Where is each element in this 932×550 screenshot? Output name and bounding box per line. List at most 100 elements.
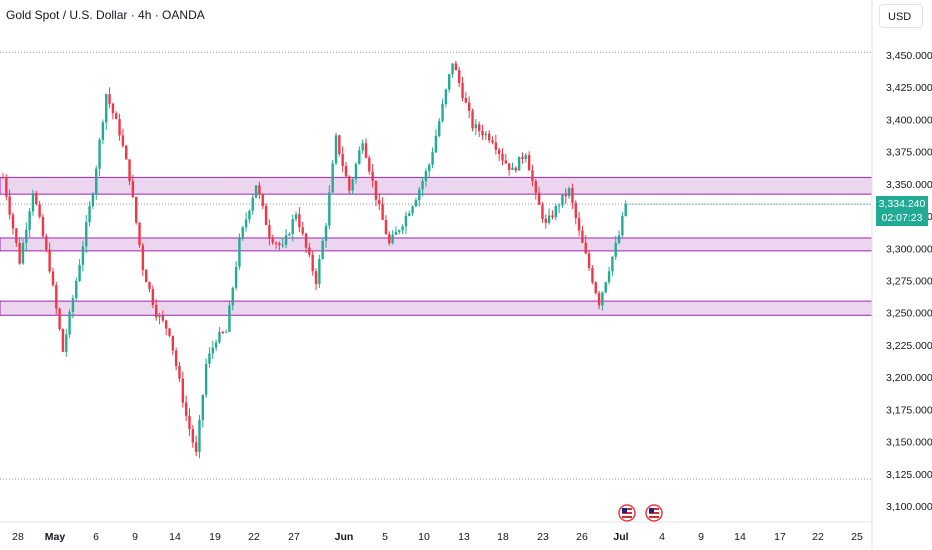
candle-body: [181, 378, 185, 403]
time-tick-label: 22: [812, 531, 824, 543]
candle-body: [448, 74, 451, 90]
candle-body: [354, 163, 358, 180]
candle-body: [188, 415, 191, 430]
candle-body: [211, 347, 214, 354]
candle-body: [401, 226, 404, 231]
candle-body: [244, 219, 248, 228]
time-tick-label: 9: [132, 531, 138, 543]
time-axis: 28 May 6 9 14 19 22 27 Jun 5 10 13 18 23 26 Jul 4 9 14 17 22…: [12, 531, 863, 543]
us-flag-event-icon[interactable]: [618, 504, 636, 522]
candle-body: [161, 315, 165, 321]
candle-body: [621, 216, 624, 236]
candle-body: [468, 102, 471, 111]
candle-body: [118, 119, 121, 136]
price-tick-label: 3,150.000: [886, 437, 932, 449]
time-tick-label: Jun: [335, 531, 354, 543]
candle-body: [431, 152, 434, 165]
us-flag-event-icon[interactable]: [645, 504, 663, 522]
price-tick-label: 3,100.000: [886, 501, 932, 513]
candle-body: [221, 331, 224, 333]
candle-body: [471, 110, 474, 129]
time-tick-label: Jul: [613, 531, 628, 543]
candle-body: [138, 222, 141, 246]
candle-body: [434, 135, 438, 153]
candle-body: [238, 238, 241, 267]
candle-body: [458, 70, 461, 83]
candle-body: [11, 214, 15, 229]
candle-body: [324, 225, 328, 241]
candle-body: [477, 124, 481, 131]
price-grid: [0, 51, 872, 480]
candle-body: [261, 194, 264, 207]
candle-body: [224, 331, 228, 333]
candle-body: [597, 293, 601, 306]
candle-body: [551, 215, 554, 218]
candle-body: [58, 308, 61, 330]
price-tick-label: 3,175.000: [886, 404, 932, 416]
time-tick-label: 5: [382, 531, 388, 543]
candle-body: [607, 271, 611, 283]
candle-body: [88, 206, 91, 223]
candle-body: [174, 350, 178, 367]
candle-body: [574, 202, 577, 219]
candle-body: [101, 122, 105, 140]
flag-white-stripe: [649, 514, 659, 516]
candle-body: [494, 142, 498, 150]
candle-body: [344, 165, 348, 177]
candle-body: [141, 245, 145, 271]
candle-body: [171, 335, 175, 351]
candle-body: [231, 287, 234, 306]
candle-body: [154, 304, 158, 318]
time-tick-label: 14: [734, 531, 746, 543]
candle-body: [8, 196, 11, 215]
candle-body: [38, 204, 41, 217]
flag-canton: [622, 508, 627, 513]
time-tick-label: 28: [12, 531, 24, 543]
price-tick-label: 3,250.000: [886, 308, 932, 320]
time-tick-label: May: [45, 531, 66, 543]
candle-body: [537, 192, 541, 205]
candle-body: [278, 243, 281, 246]
currency-selector[interactable]: USD: [879, 4, 923, 28]
candle-body: [61, 329, 65, 352]
candle-body: [544, 218, 547, 223]
candle-body: [567, 187, 571, 197]
candle-body: [251, 197, 254, 211]
time-tick-label: 9: [698, 531, 704, 543]
price-tick-label: 3,350.000: [886, 179, 932, 191]
candle-body: [388, 234, 391, 244]
candle-body: [614, 243, 617, 257]
price-tick-label: 3,375.000: [886, 147, 932, 159]
candle-body: [438, 121, 441, 136]
candle-body: [254, 185, 258, 198]
candle-body: [214, 342, 218, 348]
candle-body: [271, 238, 274, 243]
candle-body: [517, 156, 521, 171]
chart-title: Gold Spot / U.S. Dollar · 4h · OANDA: [6, 8, 205, 22]
candle-body: [304, 233, 308, 248]
time-tick-label: 25: [851, 531, 863, 543]
candle-body: [451, 63, 454, 75]
time-tick-label: 22: [248, 531, 260, 543]
candle-body: [564, 194, 567, 197]
candle-body: [511, 167, 514, 170]
candle-body: [15, 228, 18, 243]
candle-body: [71, 298, 75, 312]
candle-body: [48, 249, 51, 272]
candle-body: [521, 156, 524, 159]
candle-body: [418, 189, 421, 201]
candle-body: [384, 219, 388, 235]
candle-body: [41, 216, 45, 237]
price-tick-label: 3,450.000: [886, 50, 932, 62]
price-zone: [0, 237, 873, 252]
time-tick-label: 10: [418, 531, 430, 543]
candle-body: [421, 180, 424, 190]
candle-body: [441, 104, 444, 122]
candle-body: [194, 442, 198, 452]
candle-body: [151, 289, 155, 305]
candle-body: [561, 194, 564, 206]
price-zone: [0, 300, 873, 316]
candle-body: [514, 167, 518, 171]
candle-body: [68, 311, 71, 335]
